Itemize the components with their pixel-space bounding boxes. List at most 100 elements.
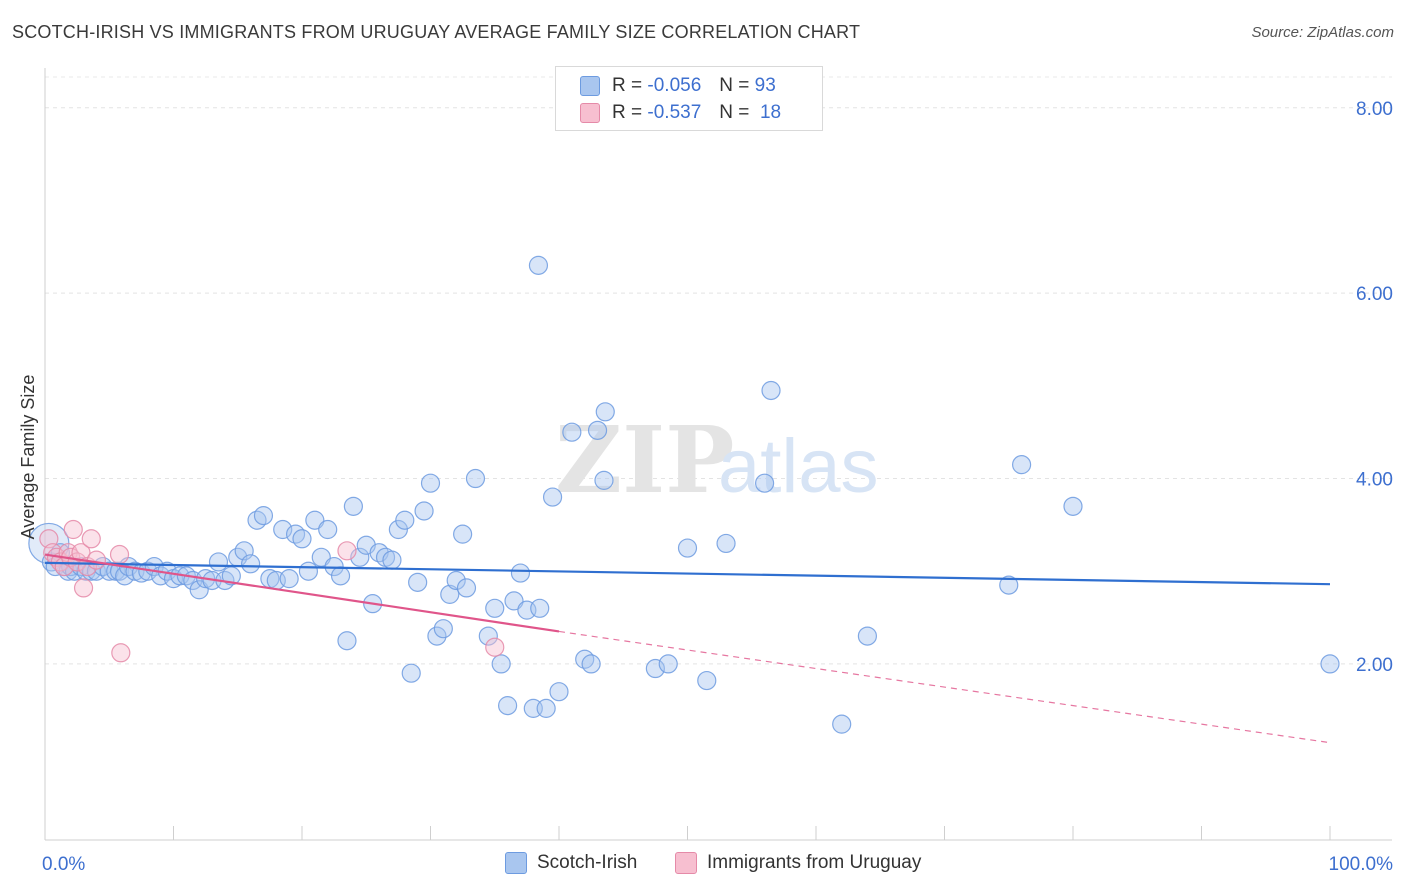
scotch-irish-point bbox=[498, 696, 518, 716]
scotch-irish-point bbox=[311, 547, 331, 567]
scotch-irish-point bbox=[761, 380, 781, 401]
scotch-irish-point bbox=[562, 422, 582, 442]
scotch-irish-point bbox=[504, 591, 524, 611]
scotch-irish-point bbox=[581, 654, 601, 674]
scotch-irish-point bbox=[857, 626, 878, 646]
scotch-irish-point bbox=[414, 501, 434, 521]
scotch-irish-point bbox=[595, 402, 615, 422]
legend-label: Immigrants from Uruguay bbox=[707, 852, 922, 873]
scotch-irish-point bbox=[478, 626, 498, 646]
scotch-irish-point bbox=[542, 487, 563, 507]
scotch-irish-point bbox=[408, 572, 428, 592]
scotch-irish-point bbox=[382, 550, 402, 570]
scotch-irish-point bbox=[456, 578, 477, 598]
scotch-irish-point bbox=[465, 468, 486, 489]
uruguay-trend-line bbox=[44, 553, 560, 633]
uruguay-point bbox=[111, 643, 131, 663]
scotch-irish-point bbox=[754, 473, 775, 493]
uruguay-series bbox=[39, 519, 505, 663]
scotch-irish-point bbox=[298, 561, 319, 581]
scotch-irish-point bbox=[292, 529, 312, 549]
scotch-irish-point bbox=[587, 420, 608, 440]
scotch-irish-point bbox=[530, 598, 550, 618]
scotch-irish-point bbox=[832, 714, 852, 734]
trend-lines bbox=[44, 553, 1331, 744]
scotch-irish-point bbox=[716, 533, 736, 554]
scotch-irish-point bbox=[999, 575, 1019, 595]
scotch-irish-point bbox=[318, 519, 338, 540]
scotch-irish-point bbox=[677, 538, 698, 558]
scotch-irish-point bbox=[279, 569, 299, 589]
scotch-irish-point bbox=[1320, 654, 1340, 674]
legend-n-label: N = bbox=[719, 102, 750, 123]
watermark-atlas: atlas bbox=[718, 424, 879, 509]
source-label: Source: ZipAtlas.com bbox=[1251, 24, 1394, 41]
y-tick-label: 2.00 bbox=[1356, 655, 1393, 676]
uruguay-point bbox=[73, 578, 94, 598]
tick-labels: 2.00 4.00 6.00 8.00 0.0% 100.0% Average Family… bbox=[18, 99, 1393, 875]
legend-swatch-pink bbox=[675, 852, 697, 874]
scotch-irish-trend-line bbox=[44, 561, 1331, 586]
legend-item-scotch-irish: Scotch-Irish bbox=[505, 852, 637, 874]
scotch-irish-point bbox=[401, 663, 421, 683]
scotch-irish-point bbox=[273, 519, 293, 540]
scotch-irish-point bbox=[528, 255, 549, 275]
legend-swatch-blue bbox=[505, 852, 527, 874]
y-axis-title: Average Family Size bbox=[18, 375, 38, 540]
y-tick-label: 4.00 bbox=[1356, 470, 1393, 491]
scotch-irish-point bbox=[395, 510, 415, 530]
scotch-irish-point bbox=[536, 698, 556, 718]
correlation-legend: R = -0.056 N = 93 R = -0.537 N = 18 bbox=[555, 66, 823, 131]
scotch-irish-point bbox=[645, 658, 665, 679]
gridlines bbox=[45, 76, 1392, 665]
uruguay-point bbox=[63, 519, 83, 540]
legend-r-value: -0.056 bbox=[647, 75, 702, 96]
legend-row-scotch-irish: R = -0.056 N = 93 bbox=[580, 75, 776, 97]
uruguay-trend-extension bbox=[558, 630, 1331, 744]
uruguay-point bbox=[109, 544, 130, 565]
scotch-irish-point bbox=[388, 519, 408, 540]
uruguay-point bbox=[485, 637, 505, 657]
scotch-irish-point bbox=[337, 631, 357, 651]
scotch-irish-point bbox=[305, 510, 325, 530]
x-tick-label: 100.0% bbox=[1329, 854, 1394, 875]
scotch-irish-point bbox=[510, 563, 531, 583]
watermark-zip: ZIP bbox=[555, 406, 734, 514]
legend-swatch-blue bbox=[580, 76, 600, 96]
legend-n-label: N = bbox=[719, 75, 750, 96]
axes bbox=[44, 68, 1392, 841]
chart-title: SCOTCH-IRISH VS IMMIGRANTS FROM URUGUAY … bbox=[12, 22, 861, 42]
uruguay-point bbox=[67, 552, 87, 572]
y-tick-label: 8.00 bbox=[1356, 99, 1393, 120]
uruguay-point bbox=[86, 550, 107, 570]
scotch-irish-point bbox=[330, 566, 351, 586]
uruguay-point bbox=[337, 541, 357, 561]
scotch-irish-point bbox=[1011, 455, 1032, 475]
legend-r-value: -0.537 bbox=[647, 102, 702, 123]
scotch-irish-point bbox=[427, 626, 447, 646]
series-legend: Scotch-Irish Immigrants from Uruguay bbox=[0, 852, 1406, 878]
scotch-irish-point bbox=[1063, 496, 1083, 516]
scotch-irish-point bbox=[189, 580, 209, 600]
legend-r-label: R = bbox=[612, 102, 643, 123]
scotch-irish-point bbox=[658, 654, 678, 674]
scotch-irish-point bbox=[594, 470, 614, 490]
scotch-irish-point bbox=[99, 561, 119, 581]
scotch-irish-point bbox=[485, 598, 505, 618]
scotch-irish-point bbox=[491, 654, 511, 674]
legend-swatch-pink bbox=[580, 103, 600, 123]
legend-item-uruguay: Immigrants from Uruguay bbox=[675, 852, 921, 874]
legend-label: Scotch-Irish bbox=[537, 852, 638, 873]
legend-row-uruguay: R = -0.537 N = 18 bbox=[580, 102, 781, 124]
scotch-irish-point bbox=[208, 552, 229, 572]
uruguay-point bbox=[81, 529, 101, 549]
x-tick-label: 0.0% bbox=[42, 854, 85, 875]
scotch-irish-point bbox=[253, 506, 274, 526]
legend-n-value: 93 bbox=[754, 75, 776, 96]
scotch-irish-point bbox=[697, 670, 717, 691]
legend-r-label: R = bbox=[612, 75, 643, 96]
scotch-irish-point bbox=[420, 473, 441, 493]
scotch-irish-point bbox=[241, 554, 261, 574]
